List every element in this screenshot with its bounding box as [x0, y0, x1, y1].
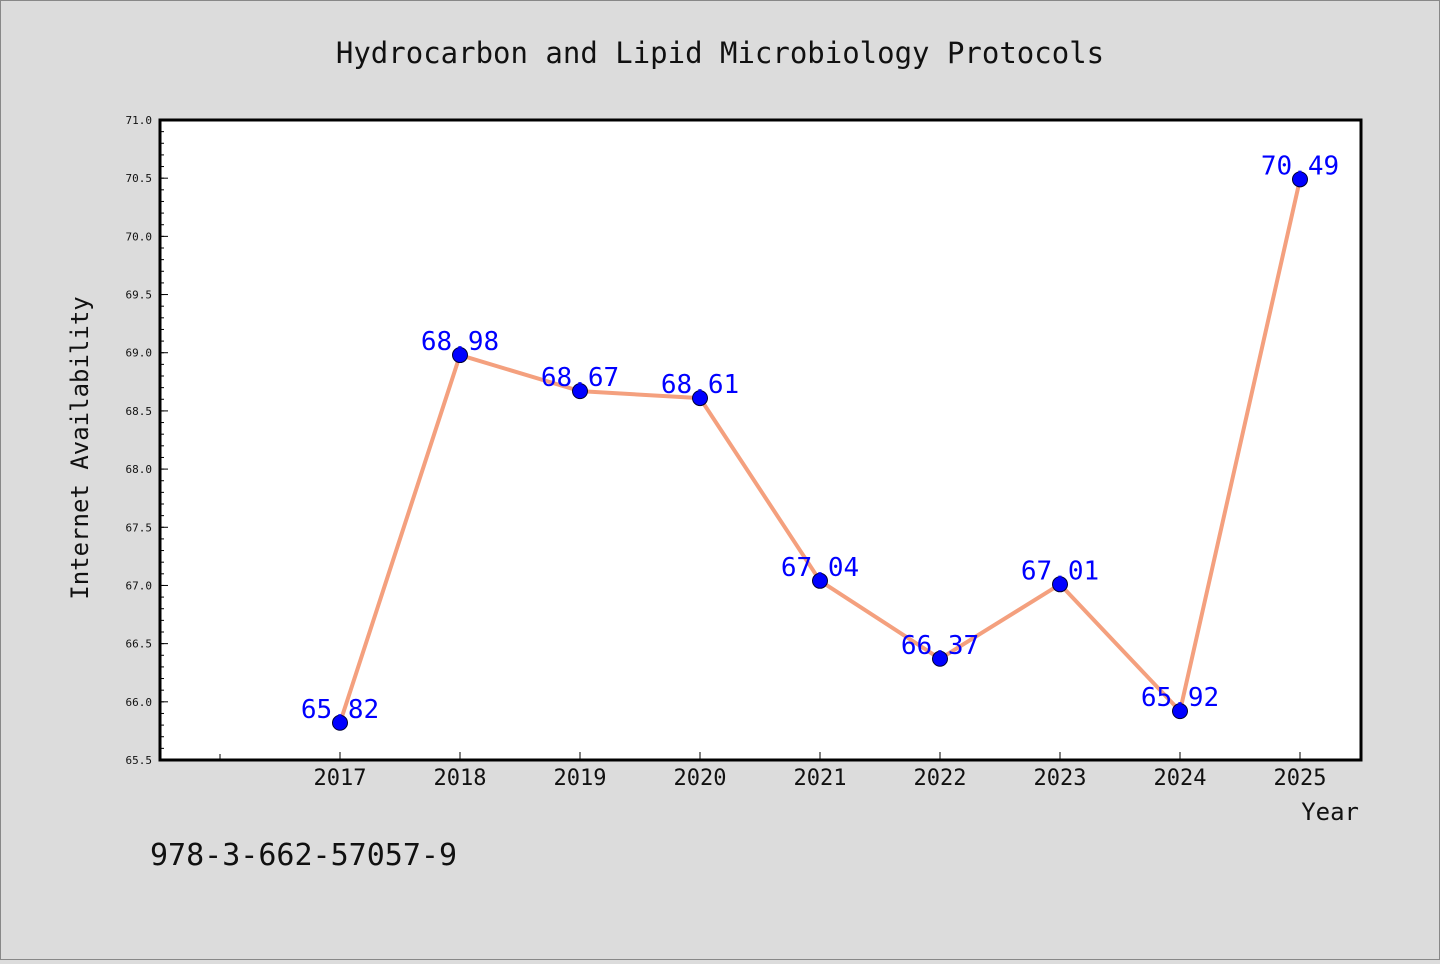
x-tick-label: 2018	[434, 766, 487, 791]
data-point	[1292, 171, 1308, 188]
chart-title: Hydrocarbon and Lipid Microbiology Proto…	[336, 36, 1104, 70]
data-point	[332, 714, 348, 731]
plot-area	[160, 120, 1361, 760]
x-tick-label: 2021	[794, 766, 847, 791]
y-tick-label: 66.0	[126, 696, 153, 709]
x-tick-label: 2023	[1034, 766, 1087, 791]
y-tick-label: 66.5	[126, 638, 153, 651]
data-point	[692, 390, 708, 407]
data-label: 67.04	[781, 553, 859, 583]
x-tick-label: 2025	[1274, 766, 1327, 791]
x-tick-label: 2019	[554, 766, 607, 791]
y-tick-label: 67.5	[126, 521, 153, 534]
x-tick-label: 2022	[914, 766, 967, 791]
data-point	[572, 383, 588, 400]
y-axis-ticks: 65.5 66.0 66.5 67.0 67.5 68.0 68.5 69.0 69.5 70.0…	[126, 114, 168, 767]
data-point	[932, 650, 948, 667]
data-point	[1172, 703, 1188, 720]
data-label: 67.01	[1021, 556, 1099, 586]
x-tick-label: 2024	[1154, 766, 1207, 791]
data-label: 66.37	[901, 631, 979, 661]
data-point	[812, 572, 828, 589]
data-label: 68.98	[421, 327, 499, 357]
data-label: 65.82	[301, 695, 379, 725]
data-label: 68.61	[661, 370, 739, 400]
data-label: 68.67	[541, 363, 619, 393]
x-axis-label: Year	[1301, 798, 1359, 826]
data-point	[1052, 576, 1068, 593]
y-tick-label: 70.0	[126, 230, 153, 243]
data-label: 70.49	[1261, 151, 1339, 181]
data-label: 65.92	[1141, 683, 1219, 713]
y-tick-label: 68.5	[126, 405, 153, 418]
series-layer: 65.82 68.98 68.67 68.61 67.04 66.37 67.01 65.92…	[301, 151, 1339, 731]
y-tick-label: 68.0	[126, 463, 153, 476]
isbn-text: 978-3-662-57057-9	[150, 838, 457, 873]
y-tick-label: 69.5	[126, 289, 153, 302]
y-tick-label: 65.5	[126, 754, 153, 767]
y-axis-label: Internet Availability	[66, 296, 94, 599]
data-point	[452, 347, 468, 364]
x-axis-ticks: 2017 2018 2019 2020 2021 2022 2023 2024 2025	[219, 752, 1327, 791]
y-tick-label: 69.0	[126, 347, 153, 360]
x-tick-label: 2017	[314, 766, 367, 791]
y-tick-label: 67.0	[126, 579, 153, 592]
y-tick-label: 71.0	[126, 114, 153, 127]
x-tick-label: 2020	[674, 766, 727, 791]
plot-frame	[158, 118, 1363, 762]
y-tick-label: 70.5	[126, 172, 153, 185]
